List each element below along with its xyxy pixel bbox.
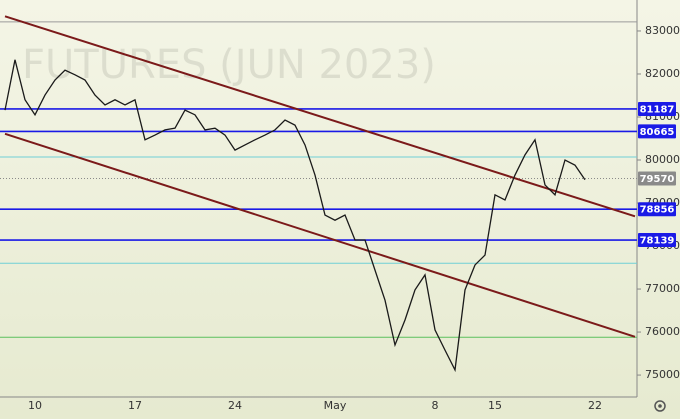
x-tick-label: 22 xyxy=(588,399,602,412)
x-tick-label: 17 xyxy=(128,399,142,412)
watermark-title: FUTURES (JUN 2023) xyxy=(22,42,436,88)
y-tick-label: 83000 xyxy=(645,24,680,37)
trend-line xyxy=(4,15,636,218)
level-tag xyxy=(638,101,676,116)
y-tick-label: 82000 xyxy=(645,67,680,80)
y-tick-label: 76000 xyxy=(645,325,680,338)
level-tag-label: 81187 xyxy=(640,104,675,115)
y-tick-label: 80000 xyxy=(645,153,680,166)
level-tag-label: 79570 xyxy=(640,174,675,185)
x-tick-label: May xyxy=(324,399,347,412)
level-tag-label: 78856 xyxy=(640,205,675,216)
settings-dot[interactable] xyxy=(658,404,662,408)
level-tag xyxy=(638,124,676,139)
settings-icon[interactable] xyxy=(654,400,666,412)
y-tick-label: 75000 xyxy=(645,368,680,381)
level-tag-label: 80665 xyxy=(640,127,675,138)
trend-line xyxy=(4,132,636,338)
level-tag xyxy=(638,233,676,248)
x-tick-label: 24 xyxy=(228,399,242,412)
x-tick-label: 10 xyxy=(28,399,42,412)
x-tick-label: 8 xyxy=(432,399,439,412)
level-tag xyxy=(638,171,676,186)
settings-gear[interactable] xyxy=(654,400,666,412)
level-tag xyxy=(638,202,676,217)
price-line xyxy=(4,59,586,373)
y-tick-label: 77000 xyxy=(645,282,680,295)
level-tag-label: 78139 xyxy=(640,236,675,247)
x-tick-label: 15 xyxy=(488,399,502,412)
